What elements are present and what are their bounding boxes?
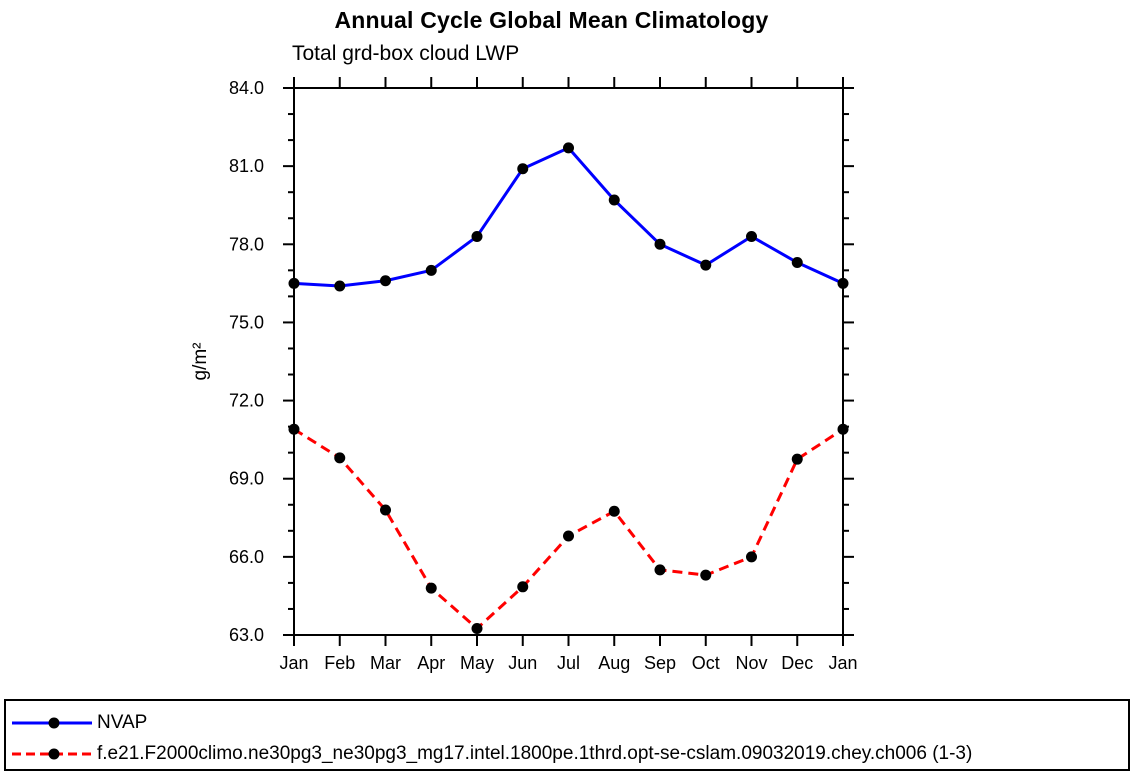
legend-item-nvap: NVAP xyxy=(10,707,1128,738)
chart-subtitle: Total grd-box cloud LWP xyxy=(292,42,520,65)
data-point-s1 xyxy=(288,423,300,435)
series-line-0 xyxy=(293,146,844,288)
legend-label-nvap: NVAP xyxy=(97,711,148,733)
data-point-s1 xyxy=(380,504,391,516)
data-point-s0 xyxy=(380,275,391,287)
y-tick-label: 63.0 xyxy=(229,625,264,645)
data-point-s0 xyxy=(654,238,666,250)
legend-line-sample-solid xyxy=(12,717,92,728)
data-point-s1 xyxy=(654,564,666,576)
y-axis-title: g/m² xyxy=(190,343,211,381)
data-point-s1 xyxy=(563,530,574,542)
data-point-s0 xyxy=(288,277,300,289)
y-tick-label: 84.0 xyxy=(229,78,264,98)
x-tick-label: Oct xyxy=(692,653,720,673)
data-point-s1 xyxy=(837,423,849,435)
x-tick-label: Jan xyxy=(279,653,308,673)
data-point-s1 xyxy=(746,551,757,563)
y-tick-label: 81.0 xyxy=(229,156,264,176)
x-tick-label: May xyxy=(460,653,494,673)
x-tick-label: Dec xyxy=(781,653,813,673)
data-point-s1 xyxy=(517,581,529,593)
data-point-s0 xyxy=(425,264,437,276)
x-tick-label: Jul xyxy=(557,653,580,673)
legend-item-model-run: f.e21.F2000climo.ne30pg3_ne30pg3_mg17.in… xyxy=(10,738,1128,769)
plot-area: 63.0 66.0 69.0 72.0 75.0 78.0 81.0 84.0 Jan Feb Ma… xyxy=(190,77,858,673)
legend-marker-dot xyxy=(48,717,60,728)
data-point-s1 xyxy=(471,622,483,634)
x-tick-label: Jun xyxy=(508,653,537,673)
data-point-s0 xyxy=(837,277,849,289)
x-tick-label: Jan xyxy=(828,653,857,673)
y-tick-label: 75.0 xyxy=(229,312,264,332)
y-tick-label: 69.0 xyxy=(229,469,264,489)
data-point-s0 xyxy=(563,142,574,154)
series-line-1 xyxy=(293,427,844,630)
x-tick-label: Feb xyxy=(324,653,355,673)
legend-box: NVAP f.e21.F2000climo.ne30pg3_ne30pg3_mg… xyxy=(4,699,1130,771)
x-tick-label: Apr xyxy=(417,653,445,673)
y-tick-label: 72.0 xyxy=(229,391,264,411)
data-point-s1 xyxy=(425,582,437,594)
data-point-s1 xyxy=(700,569,712,581)
legend-line-sample-dashed xyxy=(12,748,92,759)
data-point-s0 xyxy=(517,163,529,175)
data-point-s0 xyxy=(700,259,712,271)
chart-title: Annual Cycle Global Mean Climatology xyxy=(334,7,769,33)
y-tick-label: 78.0 xyxy=(229,234,264,254)
x-tick-label: Aug xyxy=(598,653,630,673)
data-point-s0 xyxy=(746,230,757,242)
data-point-s0 xyxy=(334,280,346,292)
x-tick-label: Nov xyxy=(735,653,767,673)
plot-frame xyxy=(293,87,844,636)
data-point-s1 xyxy=(334,452,346,464)
data-point-s0 xyxy=(608,194,620,206)
data-point-s1 xyxy=(791,453,803,465)
data-point-s0 xyxy=(791,257,803,269)
y-tick-label: 66.0 xyxy=(229,547,264,567)
data-point-s1 xyxy=(608,505,620,517)
legend-marker-dot xyxy=(48,748,60,759)
legend-label-model-run: f.e21.F2000climo.ne30pg3_ne30pg3_mg17.in… xyxy=(97,742,973,764)
x-tick-label: Sep xyxy=(644,653,676,673)
x-tick-label: Mar xyxy=(370,653,401,673)
data-point-s0 xyxy=(471,230,483,242)
